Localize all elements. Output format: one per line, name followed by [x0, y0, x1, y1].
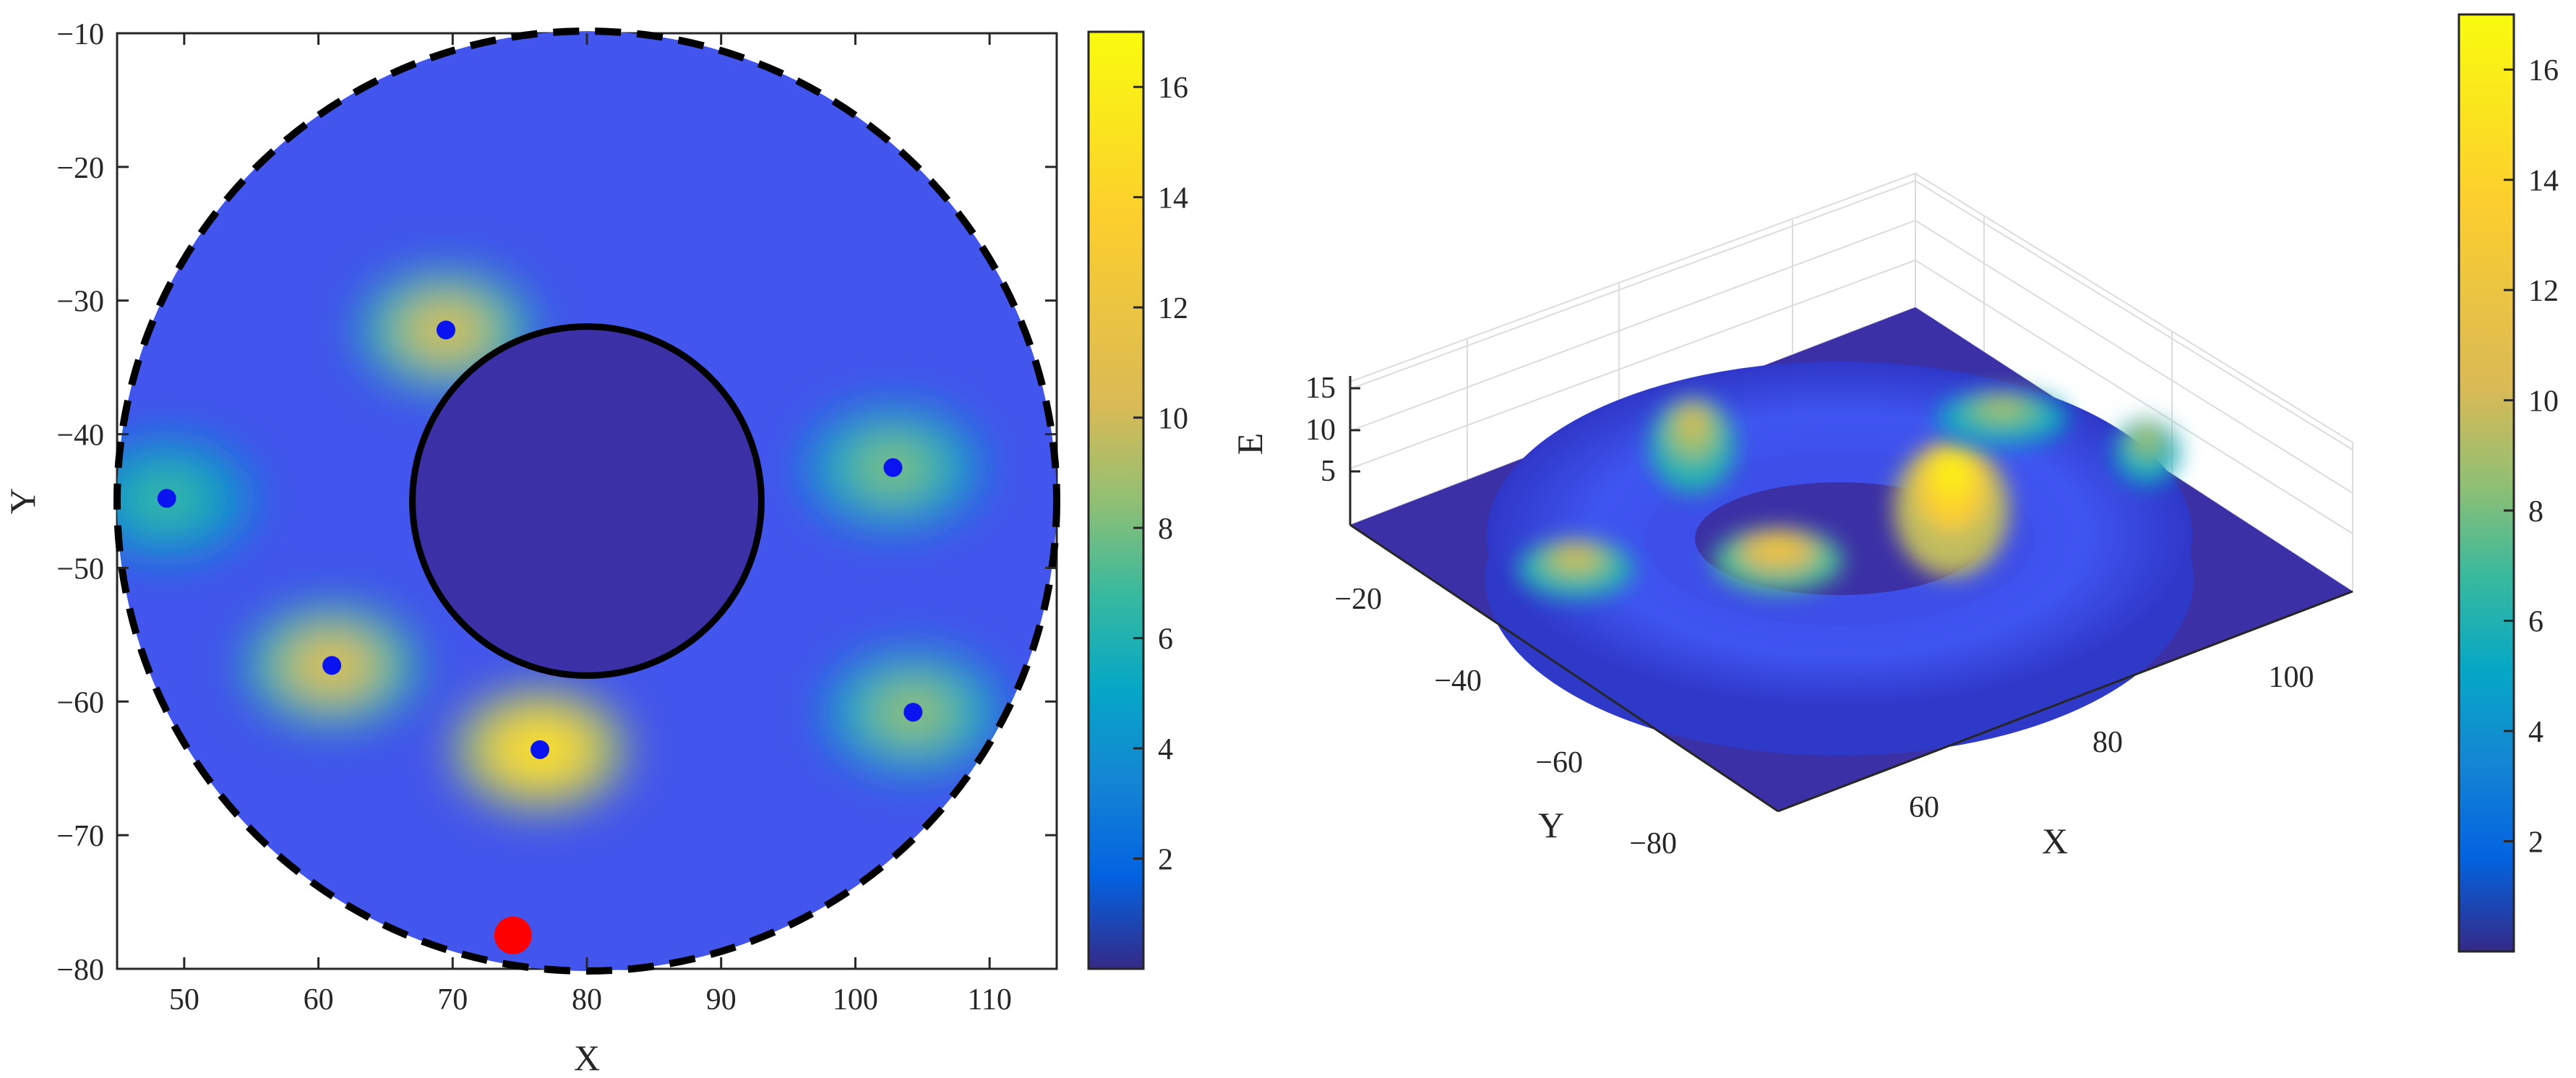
y-tick-label-3d: −20	[1334, 583, 1382, 616]
y-axis-label-3d: Y	[1538, 805, 1564, 845]
x-tick-label-3d: 60	[1909, 791, 1939, 824]
x-tick-label-3d: 100	[2269, 661, 2314, 694]
x-tick-label: 70	[437, 983, 468, 1017]
colorbar-tick-label: 12	[1158, 292, 1188, 325]
y-tick-label: −70	[56, 820, 104, 853]
y-tick-label: −80	[56, 954, 104, 987]
y-axis-line-3d	[1349, 523, 1779, 813]
colorbar-tick-label: 6	[1158, 623, 1173, 656]
blue-point	[531, 740, 549, 759]
red-point	[494, 916, 532, 954]
surface-peaks	[1518, 390, 2179, 599]
colorbar-tick-label: 12	[2528, 275, 2559, 308]
x-ticks-3d: 60 80 100	[1777, 590, 2353, 824]
y-tick-label: −60	[56, 686, 104, 719]
surface-peak	[1713, 528, 1843, 593]
x-ticks: 50 60 70 80 90 100 110	[169, 33, 1012, 1017]
y-tick-label: −10	[56, 18, 104, 51]
x-tick-label: 60	[304, 983, 334, 1017]
y-tick-label-3d: −40	[1434, 664, 1482, 698]
x-tick-label: 80	[572, 983, 602, 1017]
blue-points	[157, 320, 923, 759]
red-point-group	[494, 916, 532, 954]
colorbar-left-ticks: 2 4 6 8 10 12 14 16	[1133, 72, 1188, 877]
x-axis-label: X	[574, 1038, 600, 1078]
surface-peak	[2114, 419, 2179, 484]
blue-point	[883, 458, 903, 477]
y-ticks-3d: −20 −40 −60 −80	[1334, 523, 1779, 860]
surface-panel: 5 10 15 −20 −40 −60 −80 60 80 100 E Y X 2 4 6 8 10 1…	[1229, 13, 2559, 953]
y-axis-label: Y	[2, 488, 43, 514]
y-tick-label: −20	[56, 152, 104, 185]
colorbar-left	[1087, 30, 1145, 970]
colorbar-tick-label: 4	[2528, 716, 2543, 749]
surface-peak	[1518, 539, 1633, 599]
blue-point	[903, 703, 923, 722]
z-tick-label: 15	[1305, 372, 1336, 405]
y-tick-label: −30	[56, 286, 104, 319]
y-tick-label: −40	[56, 419, 104, 453]
colorbar-tick-label: 2	[1158, 844, 1173, 877]
z-axis-label: E	[1229, 433, 1270, 455]
colorbar-tick-label: 8	[2528, 495, 2543, 529]
y-tick-label-3d: −60	[1535, 746, 1583, 779]
heatmap-panel: 50 60 70 80 90 100 110 −10 −20 −30 −40 −50 −60 −70 −8…	[2, 18, 1188, 1078]
colorbar-tick-label: 10	[2528, 385, 2559, 419]
z-tick-label: 5	[1321, 455, 1336, 488]
colorbar-tick-label: 16	[1158, 72, 1188, 105]
surface-peak	[1649, 398, 1736, 493]
blue-point	[157, 489, 176, 508]
x-tick-label: 50	[169, 983, 199, 1017]
colorbar-tick-label: 4	[1158, 733, 1173, 766]
blue-point	[437, 320, 455, 340]
colorbar-tick-label: 16	[2528, 54, 2559, 87]
y-ticks: −10 −20 −30 −40 −50 −60 −70 −80	[56, 18, 1057, 987]
x-tick-label: 90	[706, 983, 737, 1017]
z-tick-label: 10	[1305, 414, 1336, 447]
colorbar-tick-label: 14	[2528, 165, 2559, 198]
x-tick-label: 100	[833, 983, 878, 1017]
outer-boundary-circle	[113, 27, 1060, 975]
colorbar-tick-label: 8	[1158, 513, 1173, 546]
z-ticks: 5 10 15	[1305, 372, 1360, 525]
inner-obstacle-circle	[409, 323, 765, 679]
surface-peak	[1937, 390, 2067, 445]
colorbar-right-ticks: 2 4 6 8 10 12 14 16	[2504, 54, 2559, 860]
blue-point	[322, 656, 342, 675]
colorbar-right	[2457, 13, 2515, 953]
x-tick-label: 110	[967, 983, 1011, 1017]
colorbar-tick-label: 6	[2528, 606, 2543, 639]
x-axis-line-3d	[1777, 590, 2353, 813]
x-tick-label-3d: 80	[2092, 726, 2123, 759]
x-axis-label-3d: X	[2042, 821, 2068, 861]
colorbar-tick-label: 2	[2528, 826, 2543, 860]
surface-peak	[1894, 441, 2009, 577]
colorbar-tick-label: 14	[1158, 182, 1188, 215]
colorbar-tick-label: 10	[1158, 403, 1188, 436]
y-tick-label: −50	[56, 552, 104, 586]
y-tick-label-3d: −80	[1629, 827, 1677, 860]
